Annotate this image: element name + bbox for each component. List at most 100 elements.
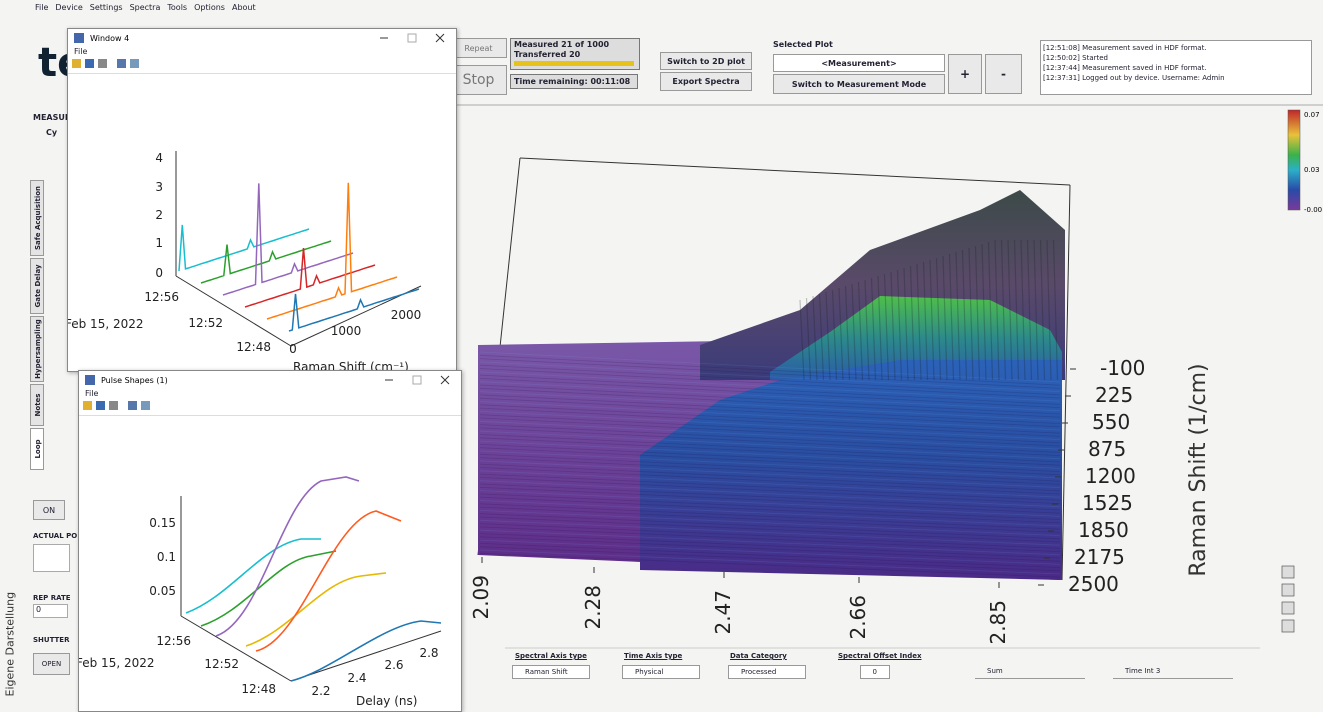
tab-strip: Safe Acquisition Gate Delay Hypersamplin… [30, 180, 44, 470]
tab-label[interactable]: Notes [34, 385, 42, 425]
tab-label[interactable]: Loop [34, 429, 42, 469]
axis-label: Raman Shift (1/cm) [1186, 363, 1211, 576]
rep-rate-field[interactable]: 0 [33, 604, 68, 618]
data-category-field[interactable]: Processed [728, 665, 806, 679]
status-box: Measured 21 of 1000 Transferred 20 [510, 38, 640, 70]
time-tick-label: 12:52 [204, 657, 239, 671]
x-tick-label: 0 [289, 342, 297, 356]
axis-line [176, 276, 291, 346]
y-tick-label: 0.15 [149, 516, 176, 530]
position-field[interactable] [33, 544, 70, 572]
spectral-axis-field[interactable]: Raman Shift [512, 665, 590, 679]
time-tick-label: 12:52 [188, 316, 223, 330]
time-remaining: Time remaining: 00:11:08 [510, 74, 638, 89]
log-entry: [12:37:31] Logged out by device. Usernam… [1043, 73, 1309, 83]
time-int-field[interactable]: Time Int 3 [1113, 665, 1233, 679]
z-tick-label: 3 [155, 180, 163, 194]
z-tick-label: 2 [155, 208, 163, 222]
spectra-window: Window 4 File 4 3 2 1 0 12:56 12:52 12:4… [67, 28, 457, 372]
date-label: Feb 15, 2022 [68, 317, 144, 331]
tab[interactable]: Safe Acquisition [30, 180, 44, 256]
axis-line [181, 616, 291, 681]
tab-label[interactable]: Safe Acquisition [34, 181, 42, 255]
frame-line [520, 158, 1070, 185]
control-label: Time Axis type [624, 652, 682, 660]
tab[interactable]: Loop [30, 428, 44, 470]
icon[interactable] [1282, 620, 1294, 632]
panel-label: SHUTTER [33, 636, 69, 644]
repeat-button[interactable]: Repeat [450, 38, 507, 58]
icon[interactable] [1282, 602, 1294, 614]
shutter-button[interactable]: OPEN [33, 653, 70, 675]
menu-item[interactable]: Device [55, 3, 82, 12]
menu-item[interactable]: File [35, 3, 48, 12]
side-label: Eigene Darstellung [4, 597, 17, 697]
panel-label: Cy [46, 128, 57, 137]
tab[interactable]: Notes [30, 384, 44, 426]
switch-2d-button[interactable]: Switch to 2D plot [660, 52, 752, 70]
log-entry: [12:51:08] Measurement saved in HDF form… [1043, 43, 1309, 53]
on-button[interactable]: ON [33, 500, 65, 520]
menu-item[interactable]: Tools [167, 3, 187, 12]
menu-item[interactable]: Settings [90, 3, 123, 12]
raman-tick-label: 875 [1088, 437, 1126, 461]
x-tick-label: 2.47 [711, 590, 735, 635]
x-tick-label: 2.6 [384, 658, 403, 672]
plus-button[interactable]: + [948, 54, 982, 94]
spectra-plot: 4 3 2 1 0 12:56 12:52 12:48 Feb 15, 2022… [68, 29, 456, 371]
z-tick-label: 0 [155, 266, 163, 280]
panel-label: ACTUAL PO [33, 532, 77, 540]
tab[interactable]: Gate Delay [30, 258, 44, 314]
icon[interactable] [1282, 584, 1294, 596]
pulse-line [186, 539, 321, 613]
log-entry: [12:37:44] Measurement saved in HDF form… [1043, 63, 1309, 73]
colorbar-label: 0.07 [1304, 111, 1320, 119]
z-tick-label: 4 [155, 151, 163, 165]
control-label: Spectral Offset Index [838, 652, 922, 660]
pulse-line [246, 573, 386, 646]
raman-tick-label: 2500 [1068, 572, 1119, 596]
raman-tick-label: 225 [1095, 383, 1133, 407]
colorbar-label: 0.03 [1304, 166, 1320, 174]
spectrum-line [201, 241, 331, 283]
offset-field[interactable]: 0 [860, 665, 890, 679]
control-label: Spectral Axis type [515, 652, 587, 660]
menu-item[interactable]: Spectra [130, 3, 161, 12]
x-tick-label: 2000 [391, 308, 422, 322]
status-measured: Measured 21 of 1000 [514, 40, 636, 49]
switch-mode-button[interactable]: Switch to Measurement Mode [773, 74, 945, 94]
x-tick-label: 1000 [331, 324, 362, 338]
selected-plot-label: Selected Plot [773, 40, 833, 49]
raman-tick-label: 550 [1092, 410, 1130, 434]
spectrum-line [179, 225, 309, 271]
control-label: Data Category [730, 652, 787, 660]
tab-label[interactable]: Gate Delay [34, 259, 42, 313]
pulse-window: Pulse Shapes (1) File 0.15 0.1 0.05 12:5… [78, 370, 462, 712]
y-tick-label: 0.1 [157, 550, 176, 564]
time-tick-label: 12:48 [236, 340, 271, 354]
raman-tick-label: 1525 [1082, 491, 1133, 515]
pulse-line [216, 477, 359, 636]
x-tick-label: 2.28 [581, 585, 605, 630]
time-axis-field[interactable]: Physical [622, 665, 700, 679]
icon[interactable] [1282, 566, 1294, 578]
time-tick-label: 12:56 [156, 634, 191, 648]
minus-button[interactable]: - [985, 54, 1022, 94]
log-box: [12:51:08] Measurement saved in HDF form… [1040, 40, 1312, 95]
menu-item[interactable]: Options [194, 3, 225, 12]
colorbar-label: -0.00 [1304, 206, 1322, 214]
sum-field[interactable]: Sum [975, 665, 1085, 679]
panel-label: REP RATE [33, 594, 71, 602]
selected-plot-dropdown[interactable]: <Measurement> [773, 54, 945, 72]
export-button[interactable]: Export Spectra [660, 72, 752, 91]
menu-item[interactable]: About [232, 3, 256, 12]
x-tick-label: 2.8 [419, 646, 438, 660]
x-axis-label: Delay (ns) [356, 694, 417, 708]
tab-label[interactable]: Hypersampling [34, 317, 42, 381]
colorbar [1288, 110, 1300, 210]
time-tick-label: 12:56 [144, 290, 179, 304]
tab[interactable]: Hypersampling [30, 316, 44, 382]
stop-button[interactable]: Stop [450, 65, 507, 95]
x-tick-label: 2.09 [469, 575, 493, 620]
raman-tick-label: -100 [1100, 356, 1145, 380]
